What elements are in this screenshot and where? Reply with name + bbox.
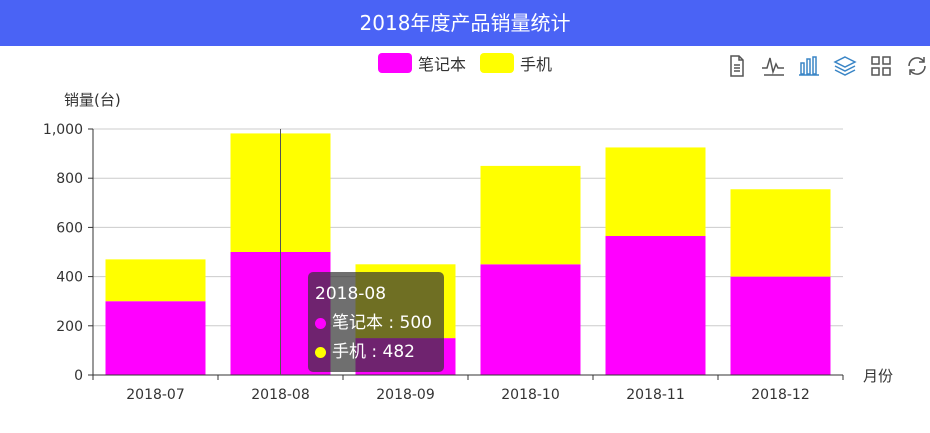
legend-item-phone[interactable]: 手机 — [480, 51, 552, 75]
tooltip-title: 2018-08 — [315, 284, 387, 304]
y-axis-name: 销量(台) — [64, 91, 121, 109]
bar-laptop-2018-07 — [105, 301, 206, 375]
y-tick-label: 400 — [56, 270, 83, 286]
tooltip-row-laptop: 笔记本 : 500 — [315, 309, 437, 338]
x-axis-name: 月份 — [863, 367, 893, 385]
legend-label-phone: 手机 — [520, 55, 553, 74]
x-tick-label: 2018-12 — [751, 387, 810, 403]
stack-icon[interactable] — [832, 53, 858, 79]
bar-phone-2018-12 — [730, 189, 831, 277]
chart-title-bar: 2018年度产品销量统计 — [0, 0, 930, 46]
toolbox — [724, 53, 930, 79]
line-chart-icon[interactable] — [760, 53, 786, 79]
tooltip-value-phone: 手机 : 482 — [332, 342, 415, 362]
tooltip-dot-phone — [315, 347, 326, 358]
bar-phone-2018-10 — [480, 165, 581, 265]
bar-chart-icon[interactable] — [796, 53, 822, 79]
bar-laptop-2018-11 — [605, 236, 706, 375]
y-tick-label: 600 — [56, 220, 83, 236]
y-tick-label: 1,000 — [43, 122, 83, 138]
x-tick-label: 2018-07 — [126, 387, 185, 403]
bar-laptop-2018-12 — [730, 276, 831, 375]
chart-title: 2018年度产品销量统计 — [359, 11, 571, 35]
bar-phone-2018-07 — [105, 259, 206, 302]
legend-item-laptop[interactable]: 笔记本 — [377, 51, 466, 75]
legend-swatch-laptop — [377, 53, 412, 73]
tooltip-dot-laptop — [315, 318, 326, 329]
x-tick-label: 2018-09 — [376, 387, 435, 403]
x-tick-label: 2018-10 — [501, 387, 560, 403]
tooltip: 2018-08 笔记本 : 500 手机 : 482 — [308, 272, 444, 372]
tiled-icon[interactable] — [868, 53, 894, 79]
x-tick-label: 2018-08 — [251, 387, 310, 403]
y-tick-label: 800 — [56, 171, 83, 187]
tooltip-value-laptop: 笔记本 : 500 — [332, 313, 432, 333]
legend-swatch-phone — [480, 53, 514, 73]
tooltip-row-phone: 手机 : 482 — [315, 338, 437, 367]
restore-icon[interactable] — [904, 53, 930, 79]
data-view-icon[interactable] — [724, 53, 750, 79]
y-tick-label: 200 — [56, 319, 83, 335]
legend: 笔记本 手机 — [0, 51, 930, 75]
bar-phone-2018-11 — [605, 147, 706, 237]
legend-label-laptop: 笔记本 — [417, 55, 466, 74]
y-tick-label: 0 — [74, 368, 83, 384]
x-tick-label: 2018-11 — [626, 387, 685, 403]
bar-laptop-2018-10 — [480, 264, 581, 375]
